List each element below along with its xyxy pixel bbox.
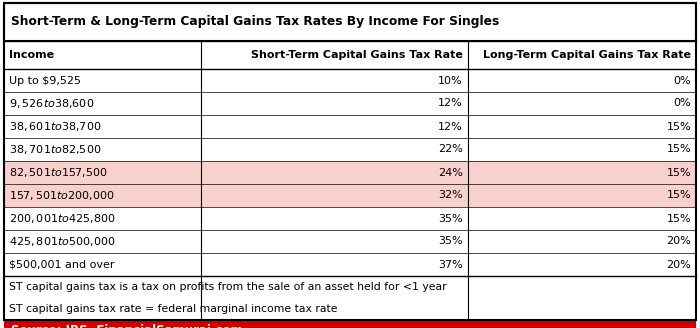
Text: 15%: 15%	[666, 145, 691, 154]
Text: 15%: 15%	[666, 168, 691, 177]
Text: $9,526 to $38,600: $9,526 to $38,600	[9, 97, 94, 110]
Text: ST capital gains tax rate = federal marginal income tax rate: ST capital gains tax rate = federal marg…	[9, 304, 337, 314]
Text: $38,601 to $38,700: $38,601 to $38,700	[9, 120, 101, 133]
Text: 12%: 12%	[438, 121, 463, 132]
Text: 20%: 20%	[666, 259, 691, 270]
Text: 15%: 15%	[666, 121, 691, 132]
Text: Up to $9,525: Up to $9,525	[9, 75, 81, 86]
Text: 37%: 37%	[438, 259, 463, 270]
Text: $38,701 to $82,500: $38,701 to $82,500	[9, 143, 101, 156]
Text: 20%: 20%	[666, 236, 691, 247]
Text: $200,001 to $425,800: $200,001 to $425,800	[9, 212, 115, 225]
Text: 24%: 24%	[438, 168, 463, 177]
Text: ST capital gains tax is a tax on profits from the sale of an asset held for <1 y: ST capital gains tax is a tax on profits…	[9, 282, 447, 292]
Text: $157,501 to $200,000: $157,501 to $200,000	[9, 189, 115, 202]
Text: 10%: 10%	[438, 75, 463, 86]
Text: 35%: 35%	[438, 236, 463, 247]
Bar	[4, 320, 696, 328]
Text: 12%: 12%	[438, 98, 463, 109]
Text: $82,501 to $157,500: $82,501 to $157,500	[9, 166, 108, 179]
Bar	[4, 41, 696, 69]
Bar	[4, 3, 696, 41]
Text: 0%: 0%	[673, 98, 691, 109]
Text: Short-Term Capital Gains Tax Rate: Short-Term Capital Gains Tax Rate	[251, 50, 463, 60]
Text: Income: Income	[9, 50, 54, 60]
Text: 32%: 32%	[438, 191, 463, 200]
Text: 15%: 15%	[666, 191, 691, 200]
Bar	[4, 184, 696, 207]
Bar	[4, 161, 696, 184]
Text: Short-Term & Long-Term Capital Gains Tax Rates By Income For Singles: Short-Term & Long-Term Capital Gains Tax…	[11, 15, 499, 29]
Text: 22%: 22%	[438, 145, 463, 154]
Text: $425,801 to $500,000: $425,801 to $500,000	[9, 235, 115, 248]
Text: $500,001 and over: $500,001 and over	[9, 259, 115, 270]
Text: 15%: 15%	[666, 214, 691, 223]
Text: 35%: 35%	[438, 214, 463, 223]
Text: Long-Term Capital Gains Tax Rate: Long-Term Capital Gains Tax Rate	[483, 50, 691, 60]
Text: 0%: 0%	[673, 75, 691, 86]
Text: Source: IRS, FinancialSamurai.com: Source: IRS, FinancialSamurai.com	[11, 324, 243, 328]
